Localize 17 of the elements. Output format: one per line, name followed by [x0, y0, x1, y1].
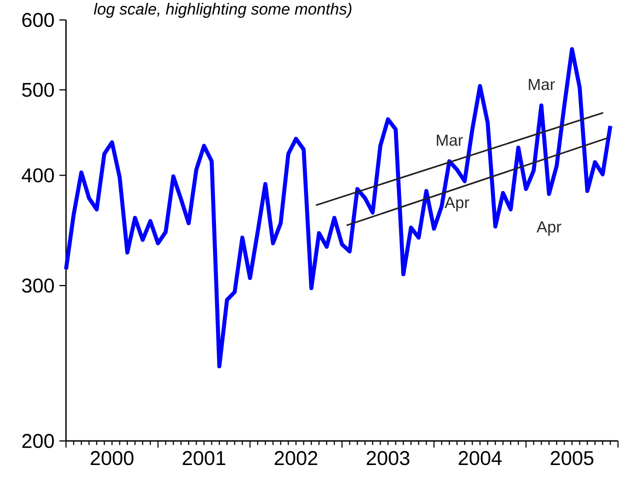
x-tick-label: 2003 [366, 451, 410, 466]
annotation: Apr [444, 197, 470, 212]
annotation: Mar [436, 134, 463, 146]
x-tick-label: 2002 [274, 451, 318, 466]
y-tick-label: 600 [22, 12, 54, 28]
chart-subtitle: log scale, highlighting some months) [94, 2, 352, 18]
y-tick-label: 200 [22, 434, 54, 448]
x-tick-label: 2004 [458, 451, 502, 466]
y-tick-label: 500 [22, 82, 54, 97]
y-tick-label: 300 [22, 278, 54, 293]
annotation: Mar [528, 78, 555, 90]
x-tick-label: 2000 [90, 451, 134, 466]
line-series [64, 47, 612, 368]
y-tick-label: 400 [22, 168, 54, 182]
annotation: Apr [536, 221, 562, 236]
x-tick-label: 2005 [550, 451, 594, 466]
x-tick-label: 2001 [182, 451, 226, 466]
